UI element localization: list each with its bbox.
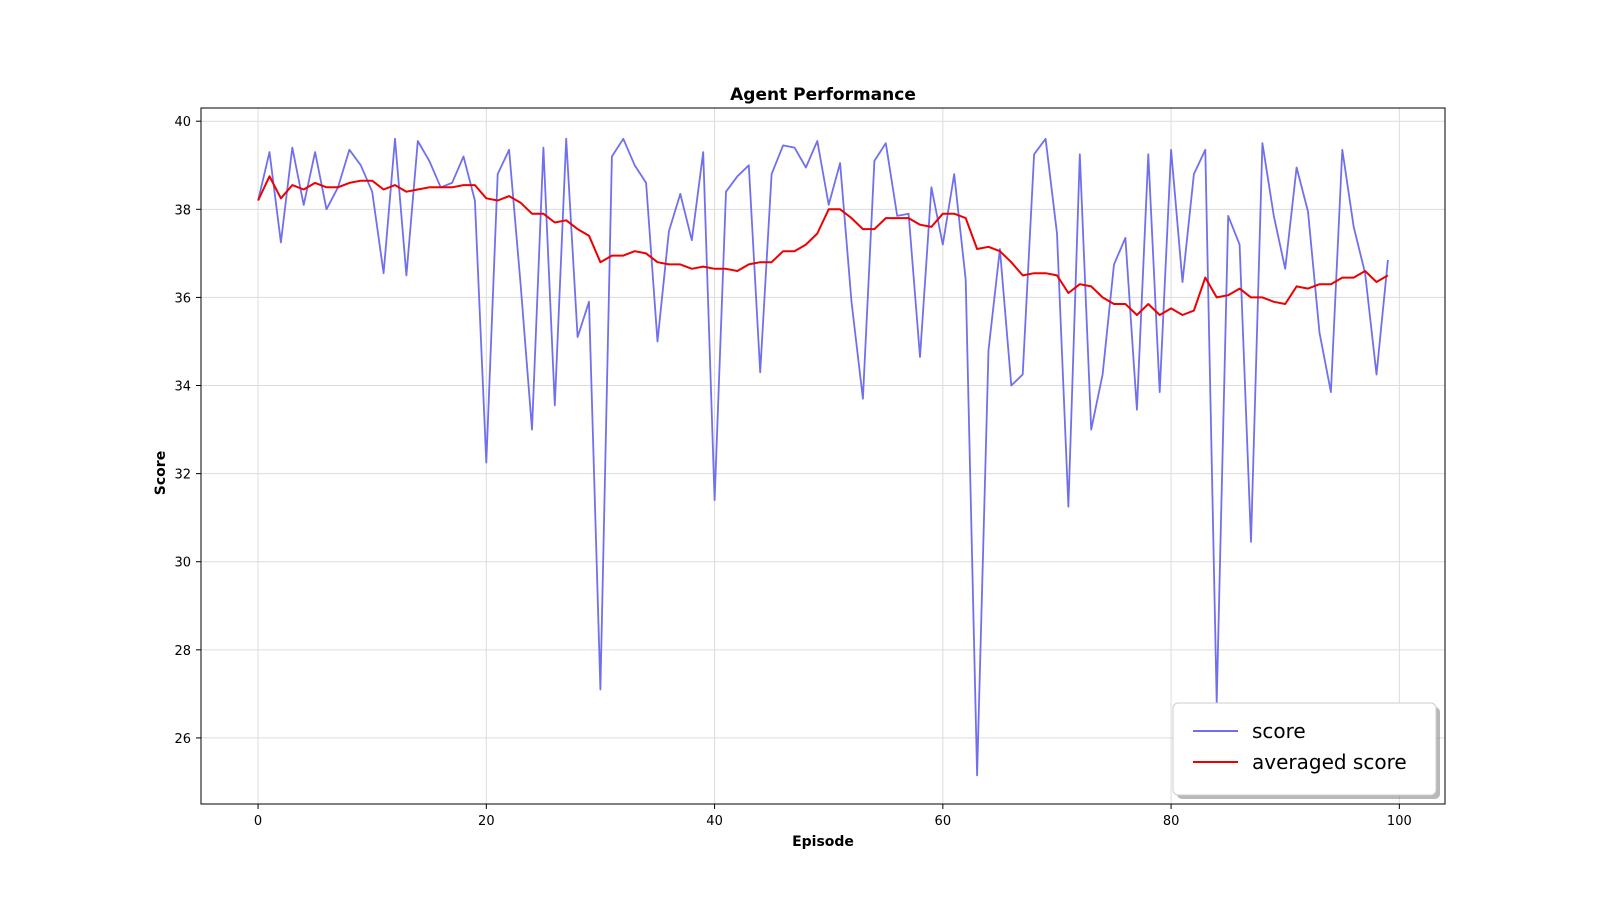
x-axis: 0 20 40 60 80 100 xyxy=(254,804,1412,829)
x-tick-label: 80 xyxy=(1163,814,1180,829)
y-axis-title: Score xyxy=(153,451,169,495)
y-tick-label: 28 xyxy=(174,644,191,659)
chart-title: Agent Performance xyxy=(730,85,916,105)
y-tick-label: 32 xyxy=(174,468,191,483)
y-tick-label: 36 xyxy=(174,291,191,306)
x-tick-label: 0 xyxy=(254,814,262,829)
y-tick-label: 30 xyxy=(174,556,191,571)
legend-label-averaged-score: averaged score xyxy=(1252,750,1407,774)
y-axis: 26 28 30 32 34 36 38 40 xyxy=(174,115,201,747)
grid xyxy=(201,108,1445,804)
plot-frame xyxy=(200,107,1446,805)
series-line-score xyxy=(257,137,1389,777)
x-axis-title: Episode xyxy=(792,834,854,850)
x-tick-label: 100 xyxy=(1387,814,1412,829)
y-tick-label: 26 xyxy=(174,732,191,747)
x-tick-label: 20 xyxy=(478,814,495,829)
y-tick-label: 34 xyxy=(174,380,191,395)
x-tick-label: 40 xyxy=(706,814,723,829)
y-tick-label: 38 xyxy=(174,203,191,218)
x-tick-label: 60 xyxy=(935,814,952,829)
y-tick-label: 40 xyxy=(174,115,191,130)
legend-label-score: score xyxy=(1252,719,1306,743)
legend-box xyxy=(1172,702,1437,796)
series-layer xyxy=(257,137,1389,777)
series-line-averaged-score xyxy=(257,175,1389,316)
legend: score averaged score xyxy=(1172,702,1440,799)
